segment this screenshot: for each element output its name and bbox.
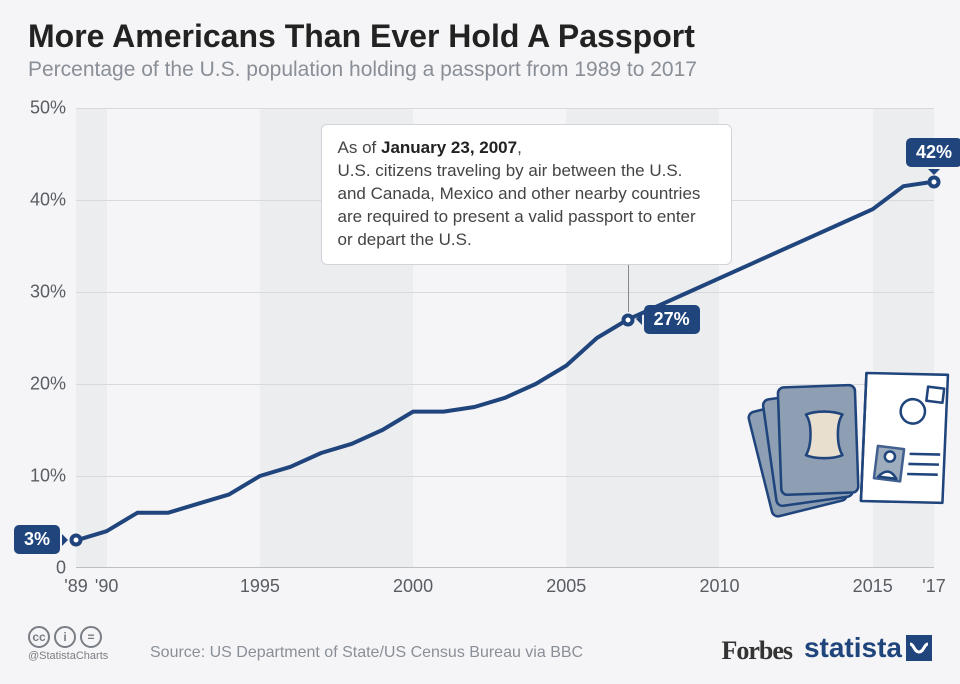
annotation-post: ,: [517, 138, 522, 157]
annotation-date: January 23, 2007: [381, 138, 517, 157]
callout-label: 3%: [14, 525, 60, 554]
annotation-box: As of January 23, 2007, U.S. citizens tra…: [321, 124, 733, 265]
y-axis-label: 30%: [30, 282, 76, 303]
callout-marker: [928, 175, 941, 188]
infographic-root: More Americans Than Ever Hold A Passport…: [0, 0, 960, 684]
x-axis-label: 1995: [240, 568, 280, 597]
cc-icon: cc: [28, 626, 50, 648]
x-axis-label: 2010: [699, 568, 739, 597]
callout-marker: [70, 534, 83, 547]
chart-title: More Americans Than Ever Hold A Passport: [28, 18, 695, 55]
x-axis-label: 2000: [393, 568, 433, 597]
x-axis-label: 2005: [546, 568, 586, 597]
x-axis-label: '89: [64, 568, 87, 597]
footer: cc i = @StatistaCharts Source: US Depart…: [28, 626, 932, 670]
y-axis-label: 40%: [30, 190, 76, 211]
source-line: Source: US Department of State/US Census…: [150, 644, 583, 662]
callout-marker: [621, 313, 634, 326]
license-icons: cc i =: [28, 626, 102, 648]
statista-mark-icon: [906, 635, 932, 661]
statista-logo: statista: [804, 632, 932, 664]
source-text: US Department of State/US Census Bureau …: [210, 644, 584, 661]
by-icon: i: [54, 626, 76, 648]
annotation-pre: As of: [338, 138, 381, 157]
statista-handle: @StatistaCharts: [28, 650, 108, 662]
x-axis-label: '17: [922, 568, 945, 597]
annotation-body: U.S. citizens traveling by air between t…: [338, 161, 701, 249]
callout-label: 42%: [906, 138, 960, 167]
x-axis-label: '90: [95, 568, 118, 597]
chart-subtitle: Percentage of the U.S. population holdin…: [28, 58, 697, 82]
plot-area: 010%20%30%40%50%'89'90199520002005201020…: [76, 108, 934, 568]
forbes-logo: Forbes: [721, 636, 792, 666]
nd-icon: =: [80, 626, 102, 648]
source-prefix: Source:: [150, 644, 210, 661]
y-axis-label: 50%: [30, 98, 76, 119]
y-axis-label: 10%: [30, 466, 76, 487]
annotation-connector: [628, 265, 629, 312]
statista-logo-text: statista: [804, 632, 902, 664]
x-axis-label: 2015: [853, 568, 893, 597]
callout-label: 27%: [644, 305, 700, 334]
y-axis-label: 20%: [30, 374, 76, 395]
